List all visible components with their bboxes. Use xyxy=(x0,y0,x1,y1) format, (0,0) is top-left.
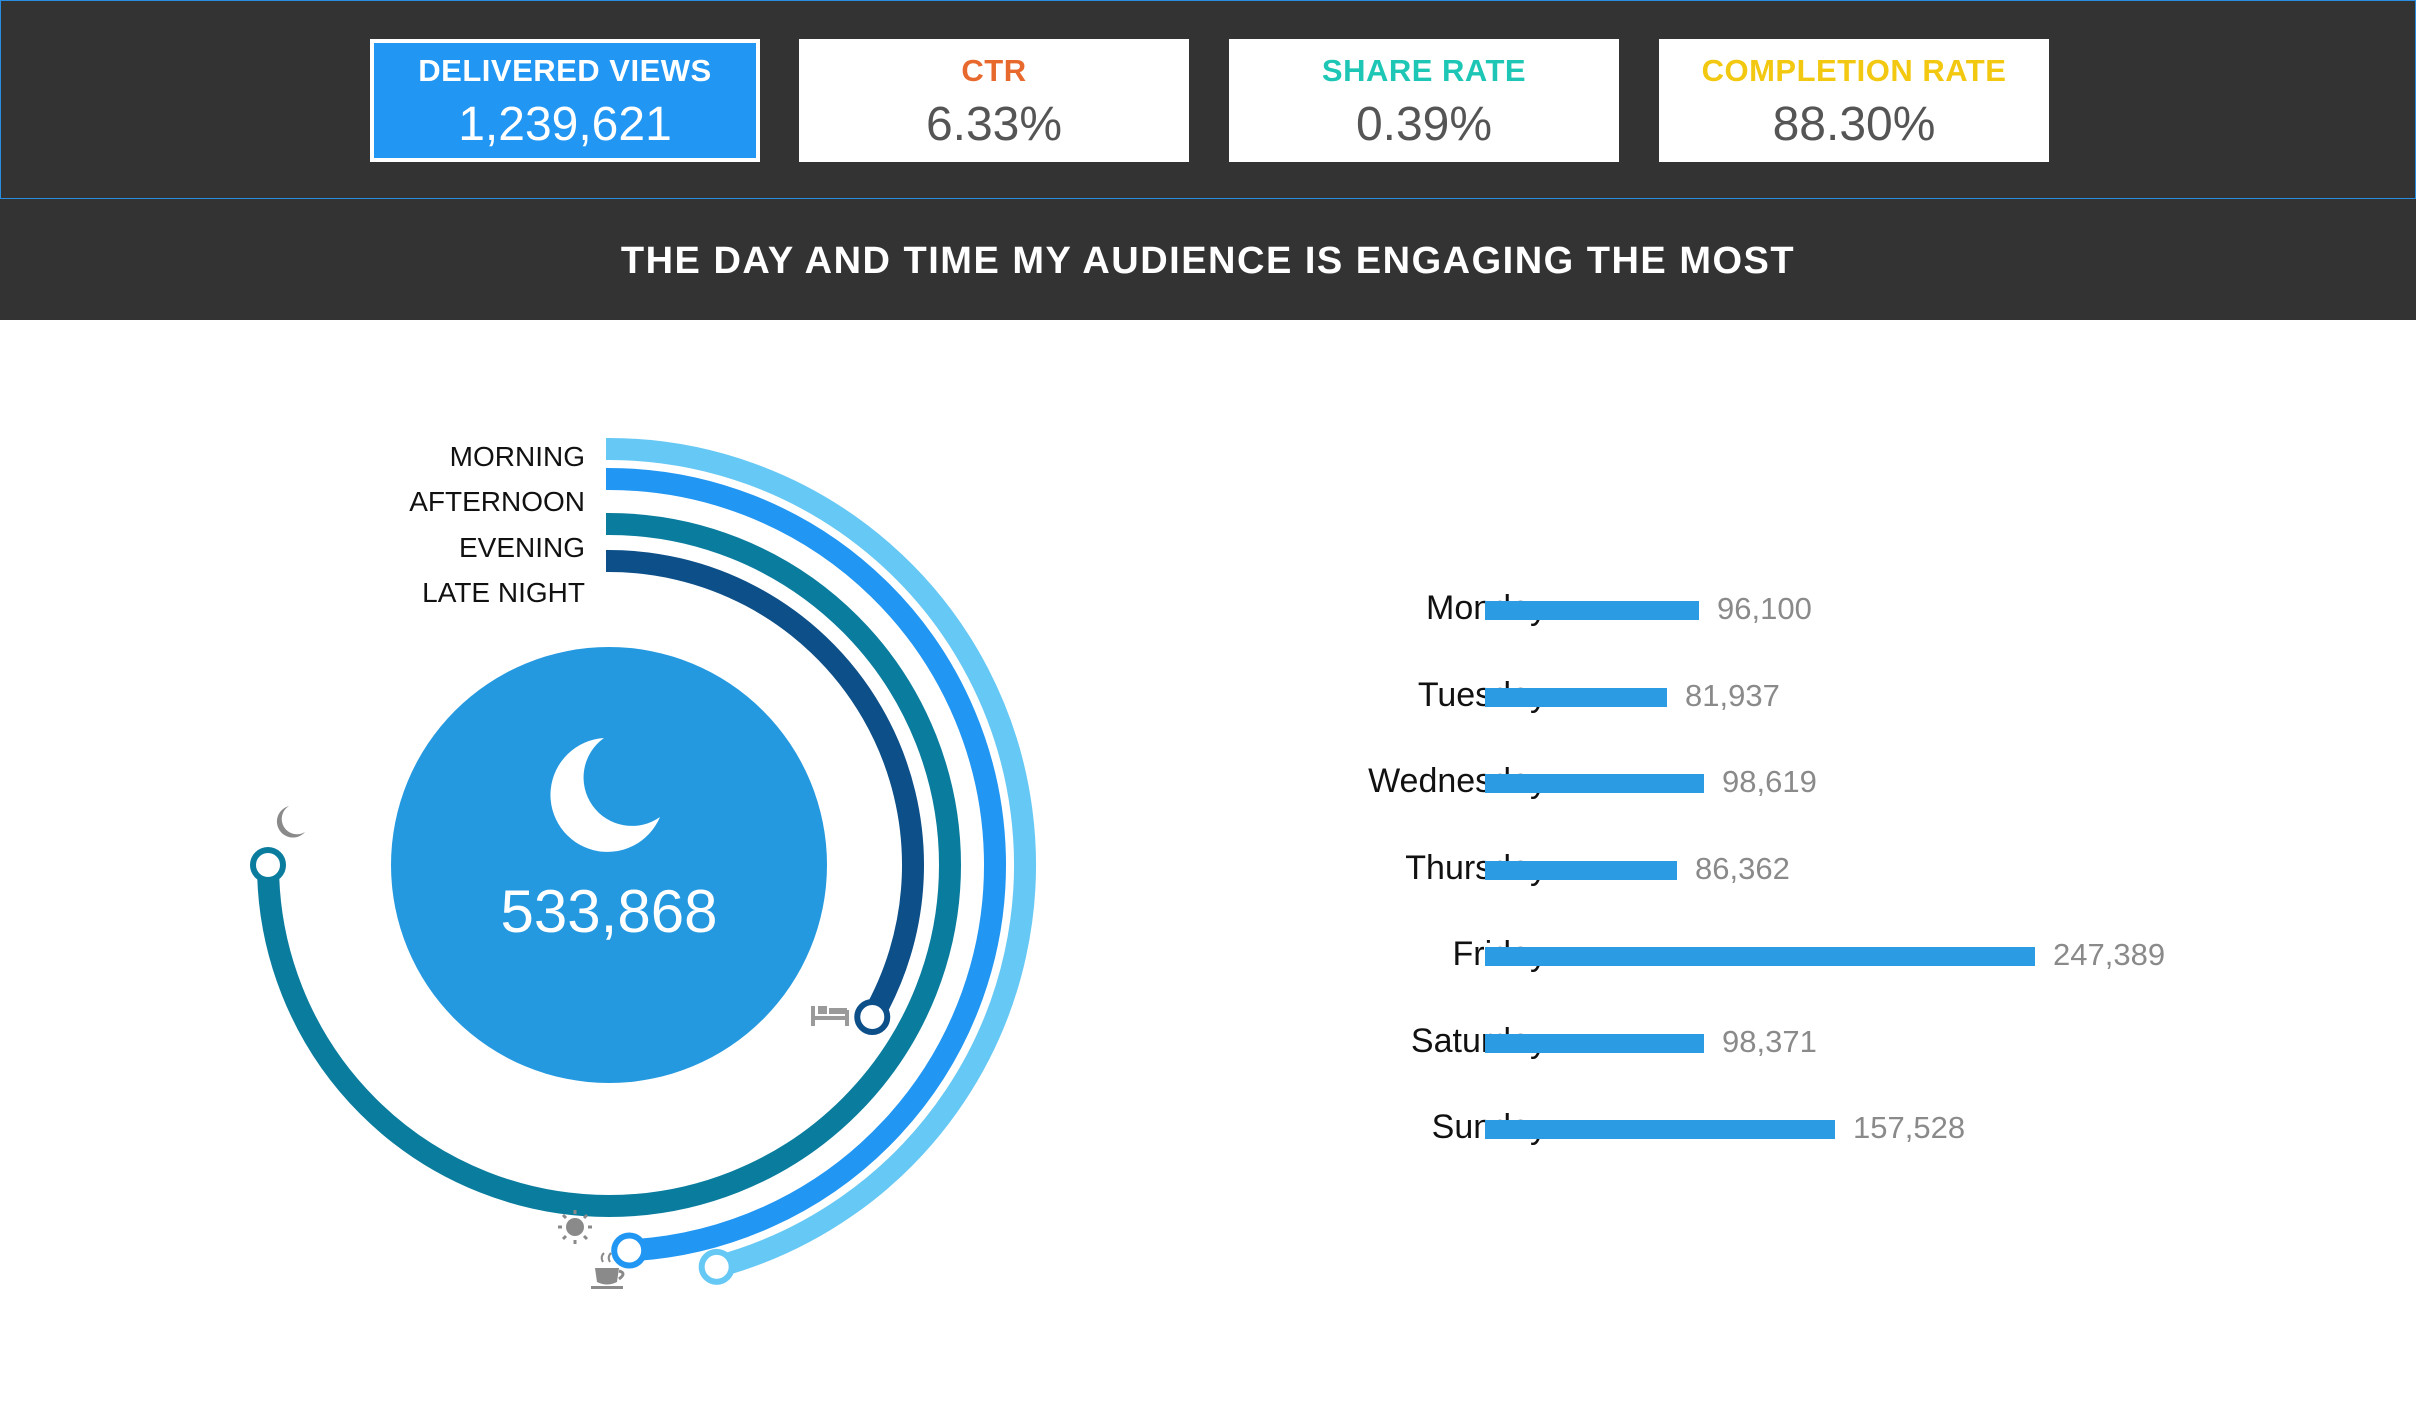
legend-label-late-night: LATE NIGHT xyxy=(422,577,585,608)
arc-morning xyxy=(608,438,1036,1278)
bar-row-monday: Monday96,100 xyxy=(1150,578,2250,638)
day-value-label: 86,362 xyxy=(1695,850,1790,886)
arc-evening xyxy=(257,513,961,1217)
stat-label: CTR xyxy=(961,53,1027,88)
day-bar xyxy=(1485,1120,1835,1139)
bar-row-saturday: Saturday 98,371 xyxy=(1150,1011,2250,1071)
bar-row-thursday: Thursday 86,362 xyxy=(1150,838,2250,898)
legend-label-morning: MORNING xyxy=(450,441,585,472)
day-bar xyxy=(1485,774,1704,793)
legend-label-evening: EVENING xyxy=(459,532,585,563)
bar-row-tuesday: Tuesday 81,937 xyxy=(1150,665,2250,725)
arc-evening-end-marker xyxy=(250,847,286,883)
day-value-label: 81,937 xyxy=(1685,677,1780,713)
arc-morning-end-marker xyxy=(698,1248,735,1285)
center-circle xyxy=(391,647,827,1083)
stat-completion-rate[interactable]: COMPLETION RATE 88.30% xyxy=(1659,39,2049,162)
day-value-label: 98,619 xyxy=(1722,764,1817,799)
stat-value: 88.30% xyxy=(1772,98,1936,151)
day-value-label: 98,371 xyxy=(1722,1023,1817,1059)
bar-row-friday: Friday247,389 xyxy=(1150,924,2250,984)
stat-value: 6.33% xyxy=(925,98,1063,151)
arc-afternoon-end-marker xyxy=(611,1232,648,1269)
stats-header: DELIVERED VIEWS 1,239,621 CTR 6.33% SHAR… xyxy=(0,0,2416,199)
time-of-day-radial-chart: MORNING AFTERNOON EVENING LATE NIGHT 533… xyxy=(250,438,1036,1289)
stat-ctr[interactable]: CTR 6.33% xyxy=(799,39,1189,162)
day-bar xyxy=(1485,947,2035,966)
day-value-label: 96,100 xyxy=(1717,591,1812,626)
stat-value: 1,239,621 xyxy=(458,98,672,151)
legend-label-afternoon: AFTERNOON xyxy=(409,486,585,517)
day-bar xyxy=(1485,601,1699,620)
day-value-label: 247,389 xyxy=(2053,937,2166,972)
day-value-label: 157,528 xyxy=(1853,1110,1966,1145)
sun-icon xyxy=(558,1210,592,1244)
moon-icon xyxy=(276,806,305,838)
arc-late-night-end-marker xyxy=(854,999,891,1035)
bar-row-wednesday: Wednesday 98,619 xyxy=(1150,751,2250,811)
arc-afternoon xyxy=(608,468,1006,1262)
moon-icon xyxy=(550,738,660,852)
stat-label: COMPLETION RATE xyxy=(1701,53,2007,88)
stat-share-rate[interactable]: SHARE RATE 0.39% xyxy=(1229,39,1619,162)
coffee-icon xyxy=(591,1252,625,1289)
center-value: 533,868 xyxy=(501,878,718,945)
stat-label: SHARE RATE xyxy=(1321,53,1527,88)
stat-delivered-views[interactable]: DELIVERED VIEWS 1,239,621 xyxy=(370,39,760,162)
stat-label: DELIVERED VIEWS xyxy=(418,53,712,88)
bar-row-sunday: Sunday157,528 xyxy=(1150,1097,2250,1157)
arc-late-night xyxy=(608,550,924,1023)
day-bar xyxy=(1485,1033,1704,1053)
day-bar xyxy=(1485,860,1677,880)
section-banner: THE DAY AND TIME MY AUDIENCE IS ENGAGING… xyxy=(0,199,2416,320)
stat-value: 0.39% xyxy=(1355,98,1493,151)
bed-icon xyxy=(811,1006,849,1026)
day-bar xyxy=(1485,687,1667,707)
